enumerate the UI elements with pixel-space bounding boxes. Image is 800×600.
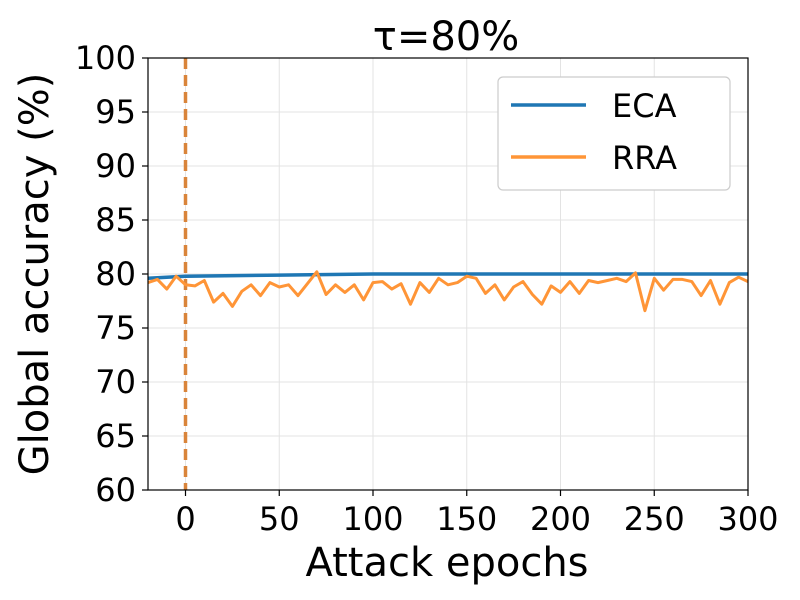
x-tick-label: 300 <box>717 500 778 538</box>
y-tick-label: 70 <box>95 363 136 401</box>
y-tick-label: 75 <box>95 309 136 347</box>
x-tick-label: 0 <box>175 500 195 538</box>
series-line-rra <box>147 270 749 313</box>
y-tick-label: 85 <box>95 201 136 239</box>
x-tick-label: 150 <box>436 500 497 538</box>
x-tick-label: 100 <box>342 500 403 538</box>
y-tick-label: 80 <box>95 255 136 293</box>
chart-title: τ=80% <box>373 14 520 60</box>
x-axis-title: Attack epochs <box>305 540 588 586</box>
y-tick-label: 100 <box>75 39 136 77</box>
y-tick-label: 95 <box>95 93 136 131</box>
y-tick-label: 90 <box>95 147 136 185</box>
x-tick-label: 50 <box>259 500 300 538</box>
y-tick-label: 60 <box>95 471 136 509</box>
x-tick-label: 250 <box>624 500 685 538</box>
legend-label-eca: ECA <box>612 87 677 125</box>
x-tick-label: 200 <box>530 500 591 538</box>
y-tick-label: 65 <box>95 417 136 455</box>
series-group <box>147 270 749 313</box>
y-axis-title: Global accuracy (%) <box>12 73 58 476</box>
x-axis-ticks: 0 50 100 150 200 250 300 <box>175 490 779 538</box>
legend-label-rra: RRA <box>612 139 677 177</box>
series-line-eca <box>147 272 748 281</box>
y-axis-ticks: 60 65 70 75 80 85 90 95 100 <box>75 39 148 509</box>
legend: ECA RRA <box>497 76 731 191</box>
